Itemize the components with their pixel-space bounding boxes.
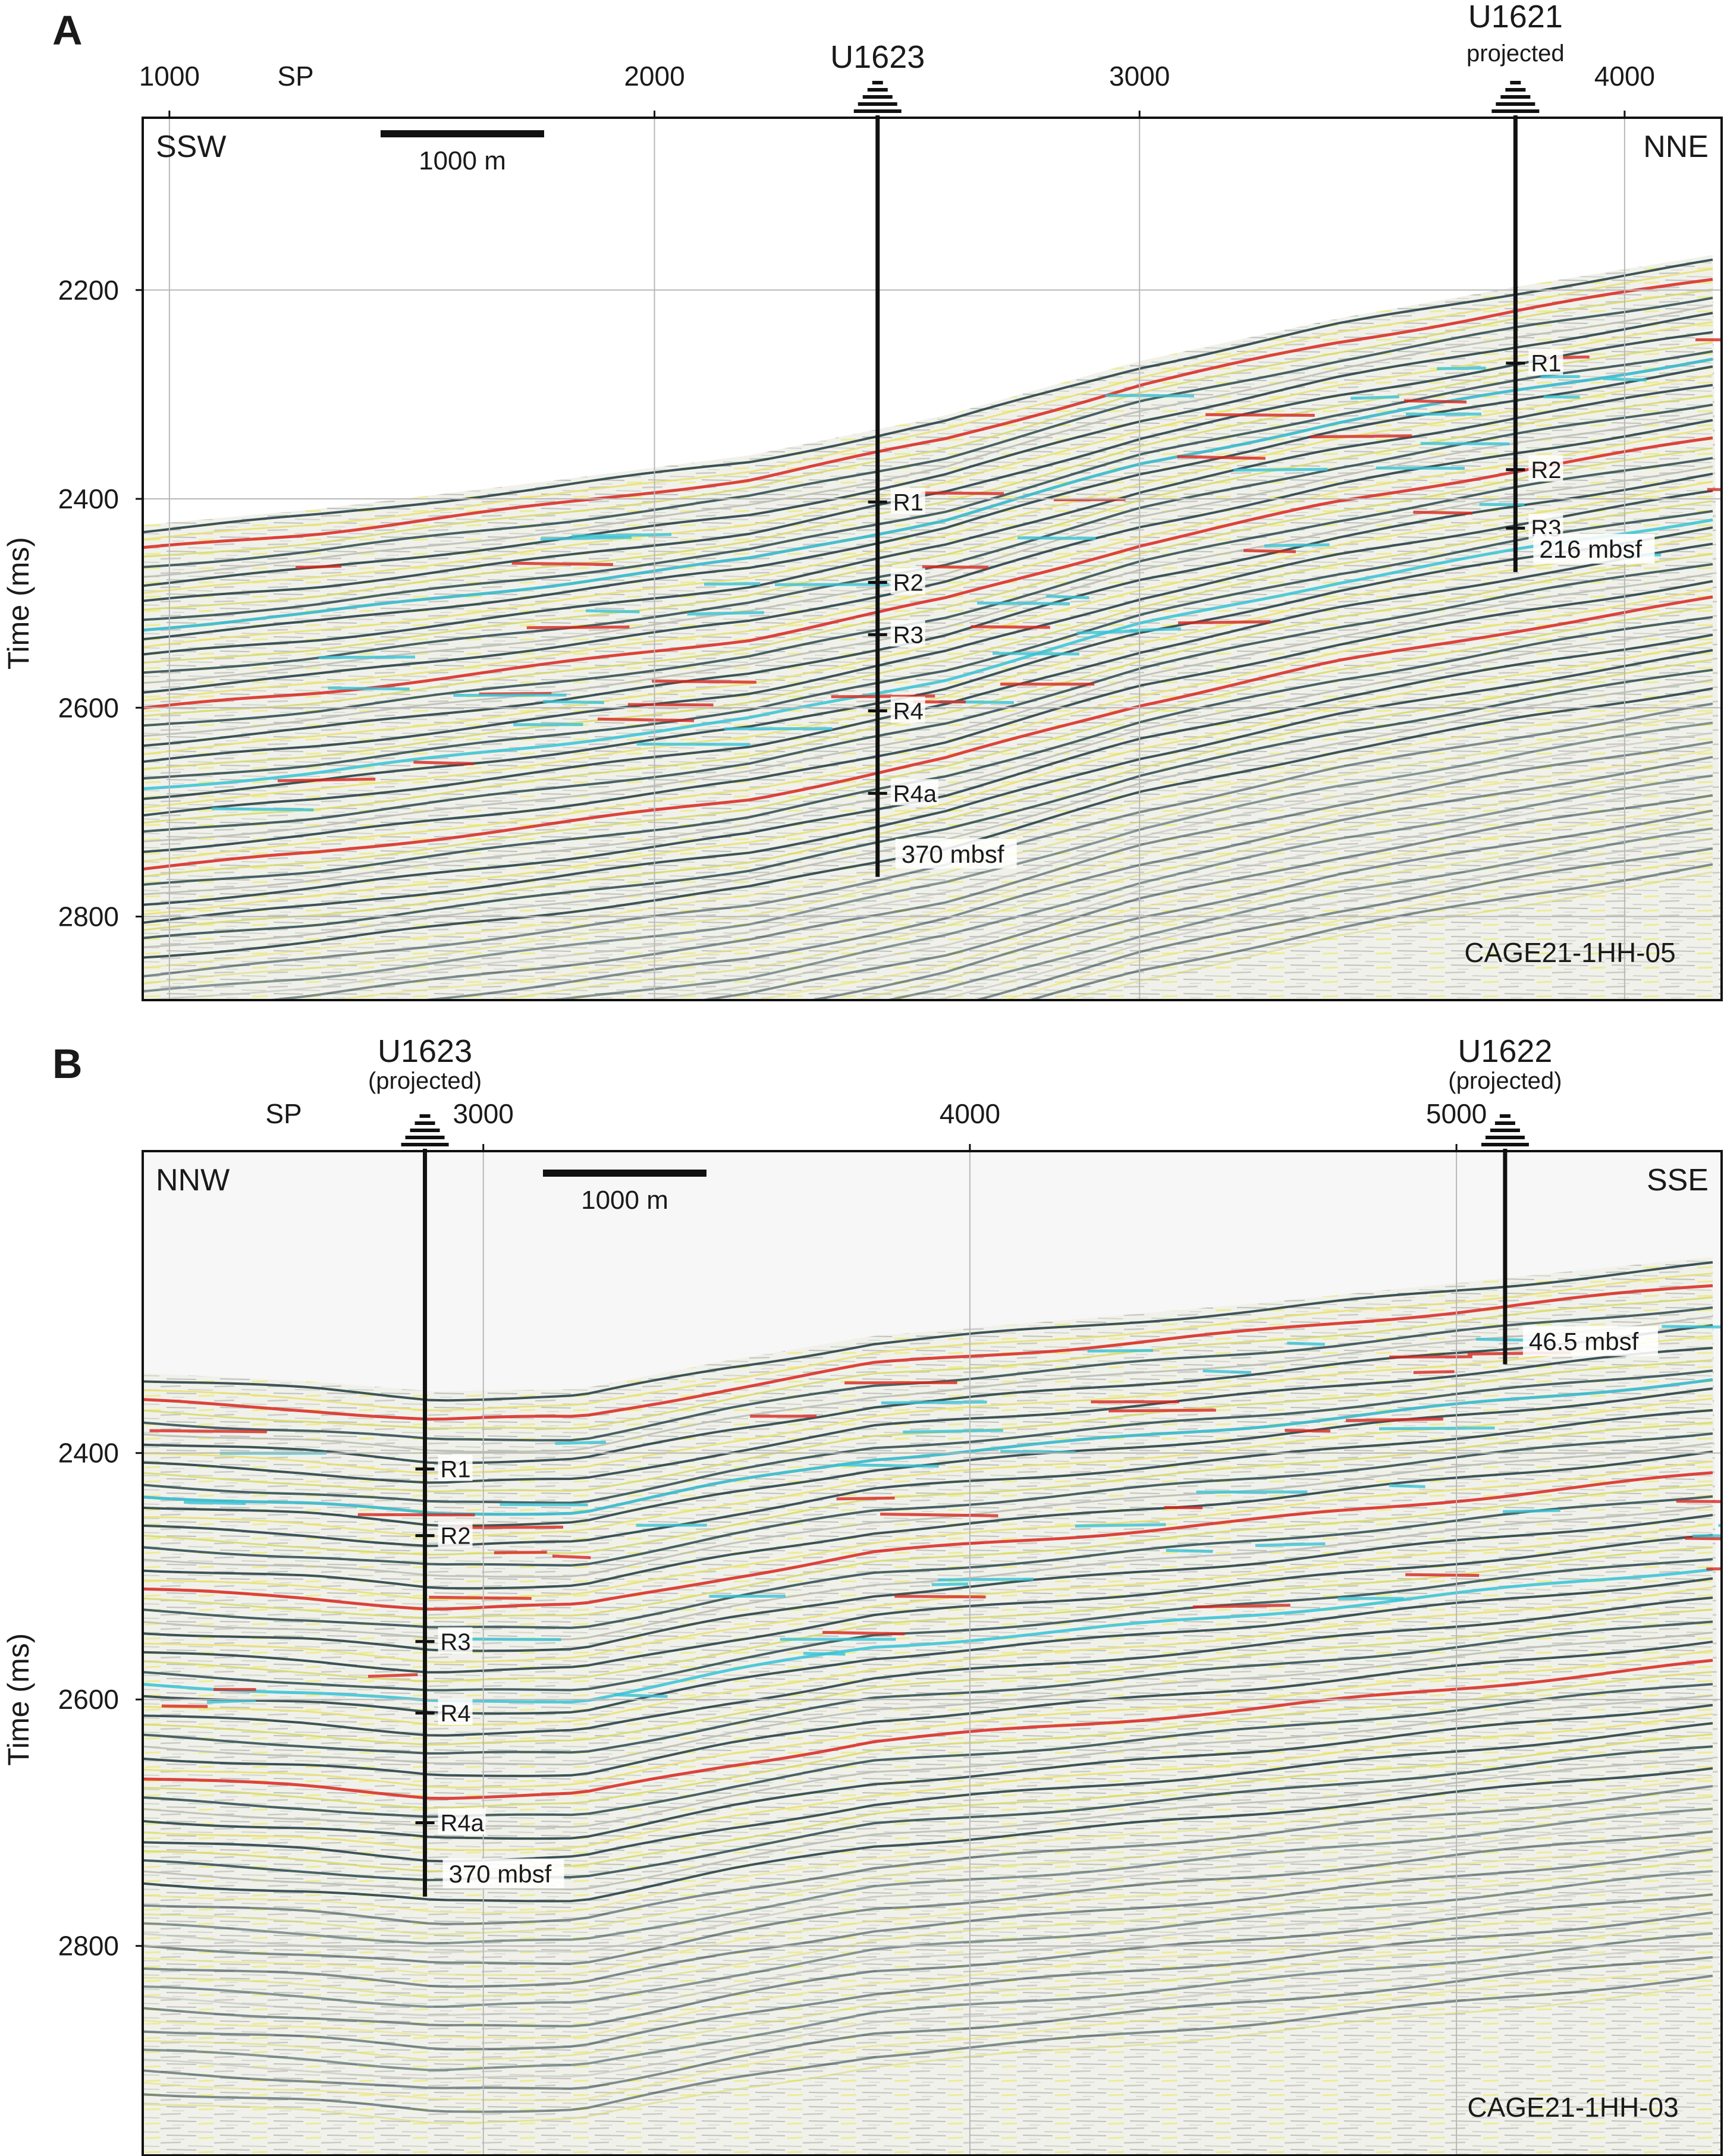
total-depth-label: 370 mbsf xyxy=(449,1860,552,1888)
seismic-section xyxy=(143,254,1722,1000)
total-depth-label: 46.5 mbsf xyxy=(1529,1328,1639,1356)
reflector-label: R2 xyxy=(1531,457,1561,483)
sp-tick-label: 4000 xyxy=(1594,61,1655,92)
site-subtitle: projected xyxy=(1467,40,1565,67)
total-depth-label: 216 mbsf xyxy=(1539,535,1642,563)
panel-frame xyxy=(142,117,1723,1001)
reflector-label: R4 xyxy=(893,699,924,725)
seismic-line-name: CAGE21-1HH-03 xyxy=(1467,2092,1678,2123)
site-name: U1621 xyxy=(1468,0,1563,34)
sp-axis-label: SP xyxy=(277,61,313,92)
y-axis-title: Time (ms) xyxy=(2,537,35,670)
sp-tick-label: 3000 xyxy=(1109,61,1170,92)
time-tick-label: 2400 xyxy=(58,1438,119,1469)
time-tick-label: 2400 xyxy=(58,483,119,514)
reflector-label: R4 xyxy=(441,1701,471,1727)
time-tick-label: 2200 xyxy=(58,275,119,306)
borehole-u1623: U1623(projected) R1 R2 R3 R4 R4a 370 mbsf xyxy=(368,1033,564,1897)
total-depth-label: 370 mbsf xyxy=(902,840,1004,868)
panel-letter: A xyxy=(52,7,83,54)
direction-left: NNW xyxy=(156,1163,230,1198)
drill-rig-icon xyxy=(1481,1114,1529,1146)
scale-bar-label: 1000 m xyxy=(419,146,506,175)
borehole-u1622: U1622(projected) 46.5 mbsf xyxy=(1448,1033,1658,1365)
direction-right: SSE xyxy=(1647,1163,1709,1198)
time-tick-label: 2600 xyxy=(58,692,119,723)
seismic-section xyxy=(143,1256,1722,2155)
site-name: U1623 xyxy=(378,1033,472,1069)
panel-b: B SP 3000 4000 5000 2400 2600 2800 Time (ms) NNW S… xyxy=(2,1033,1723,2156)
scale-bar-label: 1000 m xyxy=(581,1186,668,1215)
reflector-label: R1 xyxy=(893,489,924,516)
panel-a: A SP 1000 2000 3000 4000 2200 2400 2600 2800 Time … xyxy=(2,0,1723,1001)
sp-tick-label: 3000 xyxy=(453,1098,514,1129)
seismic-line-name: CAGE21-1HH-05 xyxy=(1464,937,1675,968)
site-name: U1622 xyxy=(1458,1033,1552,1069)
panel-letter: B xyxy=(52,1041,83,1087)
drill-rig-icon xyxy=(853,81,902,113)
reflector-label: R2 xyxy=(441,1523,471,1550)
sp-axis-label: SP xyxy=(265,1098,302,1129)
reflector-label: R4a xyxy=(441,1810,485,1836)
time-tick-label: 2600 xyxy=(58,1684,119,1715)
panel-frame xyxy=(142,1150,1723,2156)
reflector-label: R2 xyxy=(893,570,924,596)
site-subtitle: (projected) xyxy=(368,1068,482,1094)
drill-rig-icon xyxy=(401,1114,449,1146)
scale-bar xyxy=(381,130,544,137)
reflector-label: R3 xyxy=(893,622,924,648)
time-tick-label: 2800 xyxy=(58,901,119,932)
y-axis-title: Time (ms) xyxy=(2,1633,35,1766)
reflector-label: R1 xyxy=(441,1457,471,1483)
sp-tick-label: 5000 xyxy=(1426,1098,1487,1129)
time-tick-label: 2800 xyxy=(58,1931,119,1962)
scale-bar xyxy=(543,1170,706,1177)
sp-tick-label: 4000 xyxy=(940,1098,1000,1129)
sp-tick-label: 1000 xyxy=(139,61,200,92)
site-subtitle: (projected) xyxy=(1448,1068,1562,1094)
direction-left: SSW xyxy=(156,130,226,164)
reflector-label: R1 xyxy=(1531,351,1561,377)
site-name: U1623 xyxy=(830,39,925,75)
sp-tick-label: 2000 xyxy=(624,61,684,92)
reflector-label: R3 xyxy=(441,1629,471,1655)
reflector-label: R4a xyxy=(893,781,937,807)
borehole-u1623: U1623 R1 R2 R3 R4 R4a 370 mbsf xyxy=(830,39,1017,877)
direction-right: NNE xyxy=(1643,130,1709,164)
drill-rig-icon xyxy=(1491,81,1540,113)
